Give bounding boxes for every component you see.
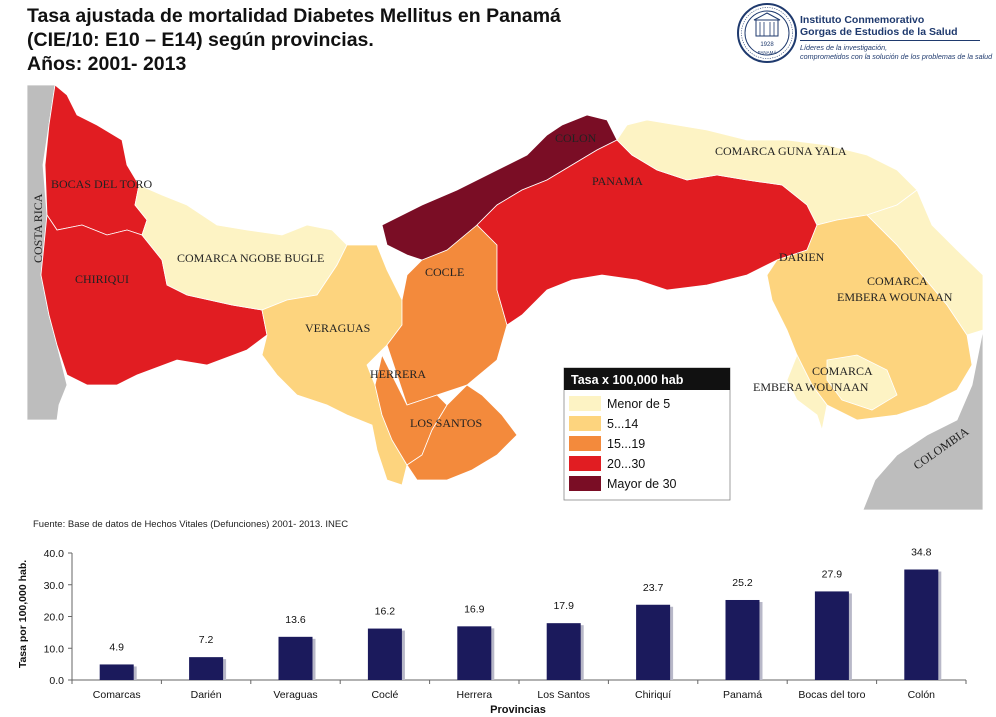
label-embera-north-2: EMBERA WOUNAAN [837,290,953,304]
y-tick-label: 40.0 [44,548,65,560]
x-tick-label: Panamá [723,689,762,701]
legend-label-2: 5...14 [607,417,638,431]
y-tick-label: 20.0 [44,612,65,624]
label-darien: DARIEN [779,250,825,264]
bar [636,604,671,680]
data-label: 34.8 [911,547,932,559]
legend-label-5: Mayor de 30 [607,477,677,491]
seal-year: 1928 [760,42,774,48]
logo-tagline-2: comprometidos con la solución de los pro… [800,52,993,61]
bar [904,569,939,680]
label-chiriqui: CHIRIQUI [75,272,129,286]
data-label: 4.9 [109,641,124,653]
data-label: 23.7 [643,582,664,594]
data-label: 16.2 [375,606,396,618]
x-tick-label: Veraguas [273,689,317,701]
bar-chart: 0.0 10.0 20.0 30.0 40.0 Comarcas Darién Veragua… [17,547,967,716]
embera-wounaan-south-region [786,354,898,432]
x-tick-label: Los Santos [537,689,590,701]
label-panama: PANAMA [592,174,643,188]
bar [457,626,492,680]
data-label: 13.6 [285,614,306,626]
data-label: 7.2 [199,634,214,646]
title-line-3: Años: 2001- 2013 [27,53,187,75]
label-bocas-del-toro: BOCAS DEL TORO [51,177,152,191]
title-line-1: Tasa ajustada de mortalidad Diabetes Mel… [27,5,561,27]
logo-divider [800,40,980,41]
institute-logo: 1928 PANAMÁ Instituto Conmemorativo Gorg… [736,2,993,64]
colombia-region [862,329,983,510]
label-cocle: COCLE [425,265,464,279]
x-tick-label: Coclé [371,689,398,701]
x-tick-label: Darién [191,689,222,701]
page-title: Tasa ajustada de mortalidad Diabetes Mel… [27,4,687,76]
legend-header [564,368,730,390]
legend-label-1: Menor de 5 [607,397,670,411]
label-guna-yala: COMARCA GUNA YALA [715,144,847,158]
bar [814,591,849,680]
legend-title: Tasa x 100,000 hab [571,373,684,387]
data-label: 16.9 [464,603,485,615]
bar [367,628,402,680]
legend-swatch-1 [569,396,601,411]
bar [99,664,134,680]
label-ngobe-bugle: COMARCA NGOBE BUGLE [177,251,324,265]
bar [546,623,581,680]
x-tick-label: Herrera [457,689,493,701]
legend-label-4: 20...30 [607,457,645,471]
embera-wounaan-north-region [866,189,983,336]
x-axis-label: Provincias [490,704,546,716]
label-embera-south-2: EMBERA WOUNAAN [753,380,869,394]
legend-swatch-2 [569,416,601,431]
data-label: 17.9 [553,600,574,612]
y-tick-label: 10.0 [44,643,65,655]
logo-name-line-1: Instituto Conmemorativo [800,14,925,26]
x-tick-label: Chiriquí [635,689,671,701]
label-costa-rica: COSTA RICA [31,193,45,263]
label-embera-south-1: COMARCA [812,364,873,378]
label-embera-north-1: COMARCA [867,274,928,288]
chart-bars: 4.9 7.2 13.6 16.2 16.9 17.9 23.7 25.2 27.9 34.8 [99,547,942,680]
legend-swatch-3 [569,436,601,451]
x-tick-label: Comarcas [93,689,141,701]
veraguas-region [261,244,408,486]
x-tick-label: Colón [908,689,936,701]
bar [189,657,224,680]
panama-map: BOCAS DEL TORO CHIRIQUI COMARCA NGOBE BU… [27,85,983,510]
title-line-2: (CIE/10: E10 – E14) según provincias. [27,29,374,51]
data-label: 25.2 [732,577,753,589]
logo-tagline-1: Líderes de la investigación, [800,43,888,52]
y-tick-label: 0.0 [49,675,64,687]
data-label: 27.9 [822,568,843,580]
bar [278,636,313,680]
seal-country: PANAMÁ [758,49,777,55]
label-colon: COLON [555,131,597,145]
label-herrera: HERRERA [370,367,426,381]
map-legend: Tasa x 100,000 hab Menor de 5 5...14 15.… [563,367,731,501]
legend-label-3: 15...19 [607,437,645,451]
logo-name-line-2: Gorgas de Estudios de la Salud [800,26,958,38]
label-los-santos: LOS SANTOS [410,416,482,430]
legend-swatch-5 [569,476,601,491]
seal-icon: 1928 PANAMÁ [737,3,797,63]
los-santos-region [406,384,518,481]
logo-text: Instituto Conmemorativo Gorgas de Estudi… [800,14,993,61]
label-veraguas: VERAGUAS [305,321,370,335]
source-note: Fuente: Base de datos de Hechos Vitales … [33,519,349,530]
legend-swatch-4 [569,456,601,471]
y-tick-label: 30.0 [44,580,65,592]
y-axis-label: Tasa por 100,000 hab. [17,560,29,668]
bar [725,599,760,680]
x-tick-label: Bocas del toro [798,689,865,701]
